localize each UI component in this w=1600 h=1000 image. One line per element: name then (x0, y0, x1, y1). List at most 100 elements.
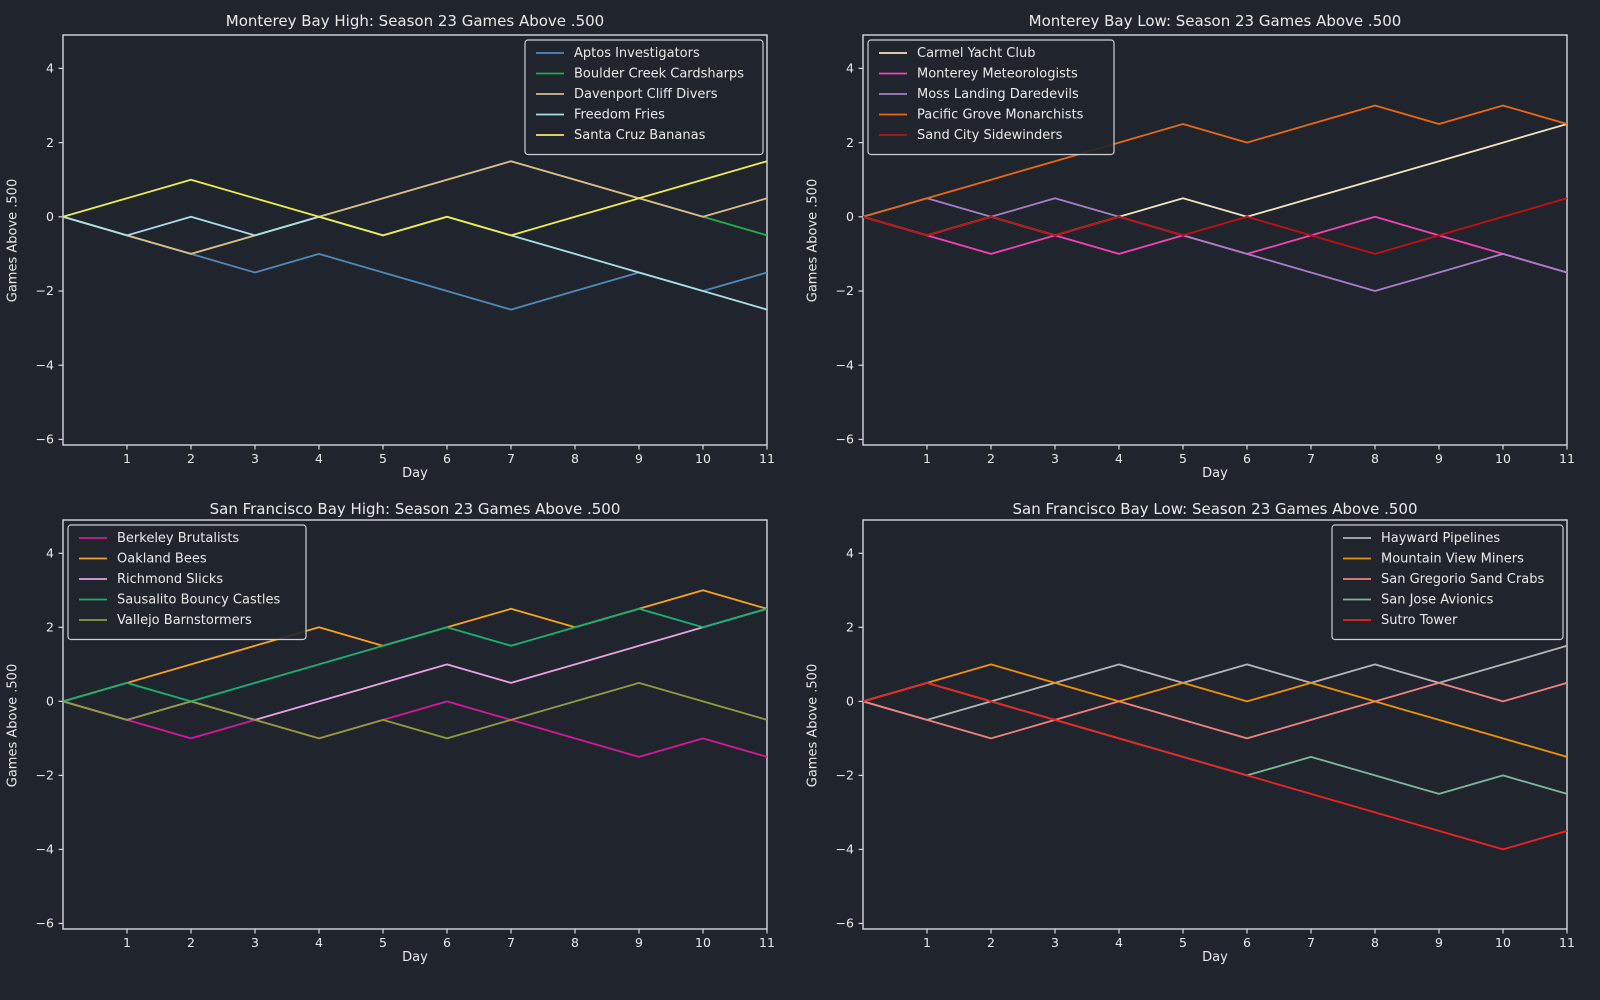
legend: Carmel Yacht Club Monterey Meteorologists… (867, 39, 1115, 156)
legend-label: Richmond Slicks (117, 572, 223, 587)
legend-item: Aptos Investigators (536, 46, 700, 61)
y-tick-label: 2 (846, 135, 854, 150)
y-tick-label: −4 (36, 357, 54, 372)
legend-item: San Jose Avionics (1343, 593, 1494, 608)
legend-label: Sand City Sidewinders (917, 128, 1063, 143)
series-lines (62, 589, 768, 758)
x-tick-label: 11 (759, 935, 775, 950)
x-tick-label: 5 (1179, 935, 1187, 950)
series-line (62, 160, 768, 237)
legend-item: Berkeley Brutalists (79, 531, 239, 546)
x-axis-label: Day (402, 466, 428, 481)
x-axis-label: Day (1202, 466, 1228, 481)
y-tick-label: −6 (36, 916, 54, 931)
legend-label: Oakland Bees (117, 552, 207, 567)
x-tick-label: 1 (923, 935, 931, 950)
y-tick-label: −6 (836, 432, 854, 447)
series-line (62, 215, 768, 311)
y-tick-label: 0 (846, 694, 854, 709)
legend-item: Oakland Bees (79, 552, 207, 567)
y-tick-label: −6 (36, 432, 54, 447)
chart-canvas-san-francisco-bay-low: 1 2 3 4 5 6 7 8 9 10 11 −6 −4 −2 0 2 4 Hayward Pipelines M… (836, 519, 1575, 950)
chart-canvas-san-francisco-bay-high: 1 2 3 4 5 6 7 8 9 10 11 −6 −4 −2 0 2 4 Berkeley Brutalist… (36, 519, 775, 950)
x-tick-label: 8 (1371, 451, 1379, 466)
legend-box (67, 524, 307, 641)
x-axis: 1 2 3 4 5 6 7 8 9 10 11 (123, 929, 775, 950)
x-tick-label: 11 (1559, 935, 1575, 950)
legend-item: San Gregorio Sand Crabs (1343, 572, 1544, 587)
series-line (862, 197, 1568, 255)
x-tick-label: 4 (315, 451, 323, 466)
y-axis-label: Games Above .500 (5, 178, 21, 303)
chart-panel-san-francisco-bay-high: 1 2 3 4 5 6 7 8 9 10 11 −6 −4 −2 0 2 4 Berkeley Brutalist… (0, 500, 800, 1000)
y-tick-label: −2 (836, 768, 854, 783)
y-tick-label: −2 (36, 768, 54, 783)
y-tick-label: 2 (46, 135, 54, 150)
x-tick-label: 6 (1243, 935, 1251, 950)
x-tick-label: 11 (759, 451, 775, 466)
y-axis: −6 −4 −2 0 2 4 (36, 546, 63, 931)
x-tick-label: 3 (251, 935, 259, 950)
x-tick-label: 6 (1243, 451, 1251, 466)
x-tick-label: 10 (1495, 935, 1511, 950)
x-tick-label: 4 (1115, 935, 1123, 950)
x-axis: 1 2 3 4 5 6 7 8 9 10 11 (123, 445, 775, 466)
chart-title: Monterey Bay Low: Season 23 Games Above … (1028, 12, 1402, 30)
x-axis-label: Day (1202, 950, 1228, 965)
y-axis-label: Games Above .500 (805, 663, 821, 788)
legend-item: Hayward Pipelines (1343, 531, 1500, 546)
y-axis-label: Games Above .500 (805, 178, 821, 303)
x-tick-label: 7 (507, 451, 515, 466)
y-tick-label: 4 (846, 546, 854, 561)
legend-label: Aptos Investigators (574, 46, 700, 61)
legend-label: San Jose Avionics (1381, 593, 1494, 608)
legend-label: Sausalito Bouncy Castles (117, 593, 280, 608)
series-line (862, 663, 1568, 758)
legend-item: Mountain View Miners (1343, 552, 1524, 567)
y-tick-label: −6 (836, 916, 854, 931)
legend-label: Moss Landing Daredevils (917, 87, 1079, 102)
legend-box (867, 39, 1115, 156)
x-tick-label: 9 (635, 451, 643, 466)
legend-label: Mountain View Miners (1381, 552, 1524, 567)
legend: Aptos Investigators Boulder Creek Cardsha… (524, 39, 764, 156)
x-tick-label: 10 (1495, 451, 1511, 466)
y-tick-label: −4 (836, 842, 854, 857)
chart-canvas-monterey-bay-low: 1 2 3 4 5 6 7 8 9 10 11 −6 −4 −2 0 2 4 Carmel Yacht Club M… (836, 34, 1575, 466)
legend-label: Santa Cruz Bananas (574, 128, 706, 143)
plot-area (862, 34, 1568, 446)
series-line (862, 644, 1568, 721)
y-tick-label: −2 (836, 283, 854, 298)
legend-label: Vallejo Barnstormers (117, 613, 252, 628)
plot-area (862, 519, 1568, 930)
x-tick-label: 8 (571, 451, 579, 466)
legend-item: Moss Landing Daredevils (879, 87, 1079, 102)
series-line (862, 681, 1568, 795)
y-tick-label: 0 (46, 694, 54, 709)
legend-label: Freedom Fries (574, 108, 665, 123)
legend-label: Berkeley Brutalists (117, 531, 239, 546)
x-tick-label: 2 (987, 935, 995, 950)
series-line (62, 160, 768, 255)
legend-item: Freedom Fries (536, 108, 665, 123)
legend-label: Pacific Grove Monarchists (917, 108, 1084, 123)
x-tick-label: 9 (1435, 935, 1443, 950)
x-tick-label: 10 (695, 935, 711, 950)
legend-item: Davenport Cliff Divers (536, 87, 718, 102)
x-tick-label: 1 (123, 451, 131, 466)
x-tick-label: 2 (987, 451, 995, 466)
x-axis-label: Day (402, 950, 428, 965)
series-line (862, 104, 1568, 218)
x-tick-label: 10 (695, 451, 711, 466)
plot-area (62, 519, 768, 930)
x-tick-label: 5 (379, 935, 387, 950)
y-tick-label: 4 (46, 61, 54, 76)
legend-box (1331, 524, 1564, 641)
series-line (62, 215, 768, 311)
plot-area (62, 34, 768, 446)
series-line (62, 607, 768, 703)
legend: Berkeley Brutalists Oakland Bees Richmond … (67, 524, 307, 641)
legend-item: Monterey Meteorologists (879, 67, 1078, 82)
x-tick-label: 6 (443, 451, 451, 466)
